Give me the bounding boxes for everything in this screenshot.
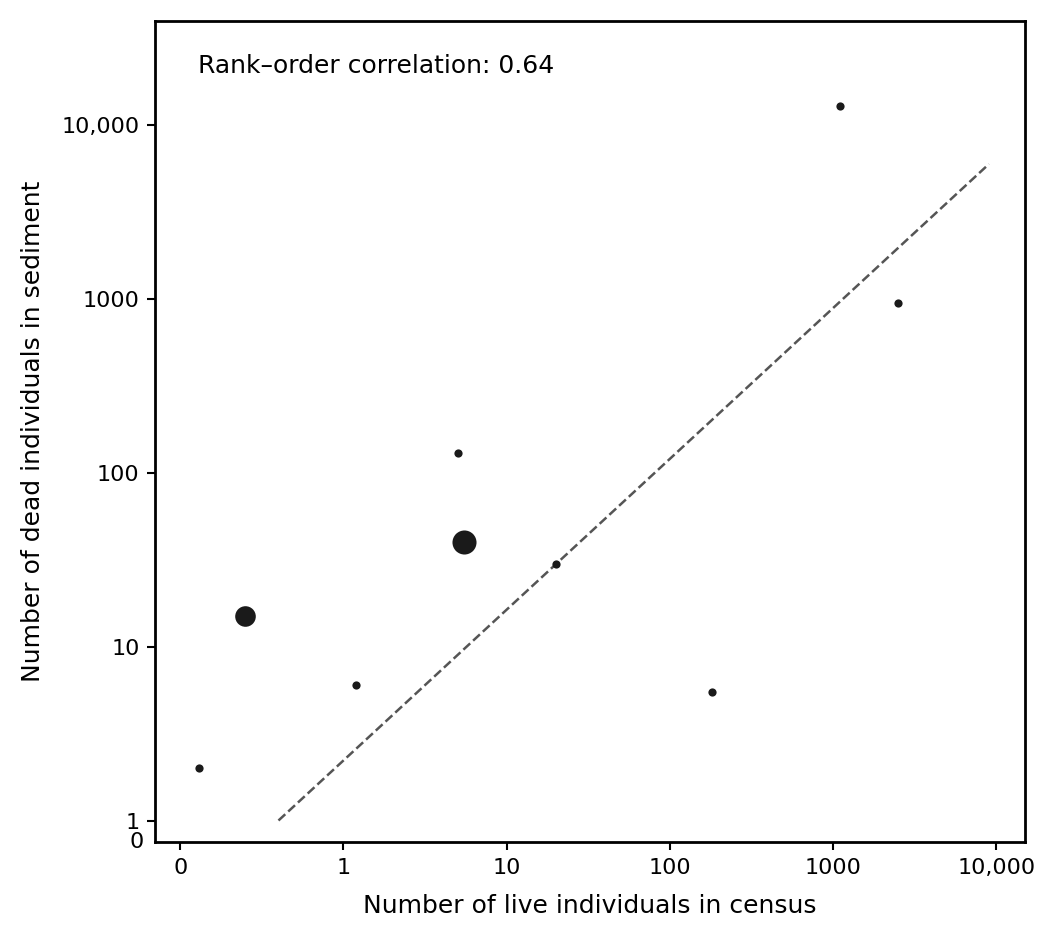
Point (832, 99, 849, 114)
Point (237, 608, 254, 623)
Point (890, 296, 907, 311)
Point (348, 678, 365, 693)
Point (456, 534, 473, 549)
Text: 0: 0 (129, 832, 144, 853)
Text: Rank–order correlation: 0.64: Rank–order correlation: 0.64 (199, 54, 554, 78)
Point (704, 685, 720, 700)
Y-axis label: Number of dead individuals in sediment: Number of dead individuals in sediment (21, 181, 44, 683)
Point (547, 556, 564, 571)
Point (449, 446, 466, 461)
X-axis label: Number of live individuals in census: Number of live individuals in census (363, 894, 817, 918)
Point (190, 761, 207, 776)
